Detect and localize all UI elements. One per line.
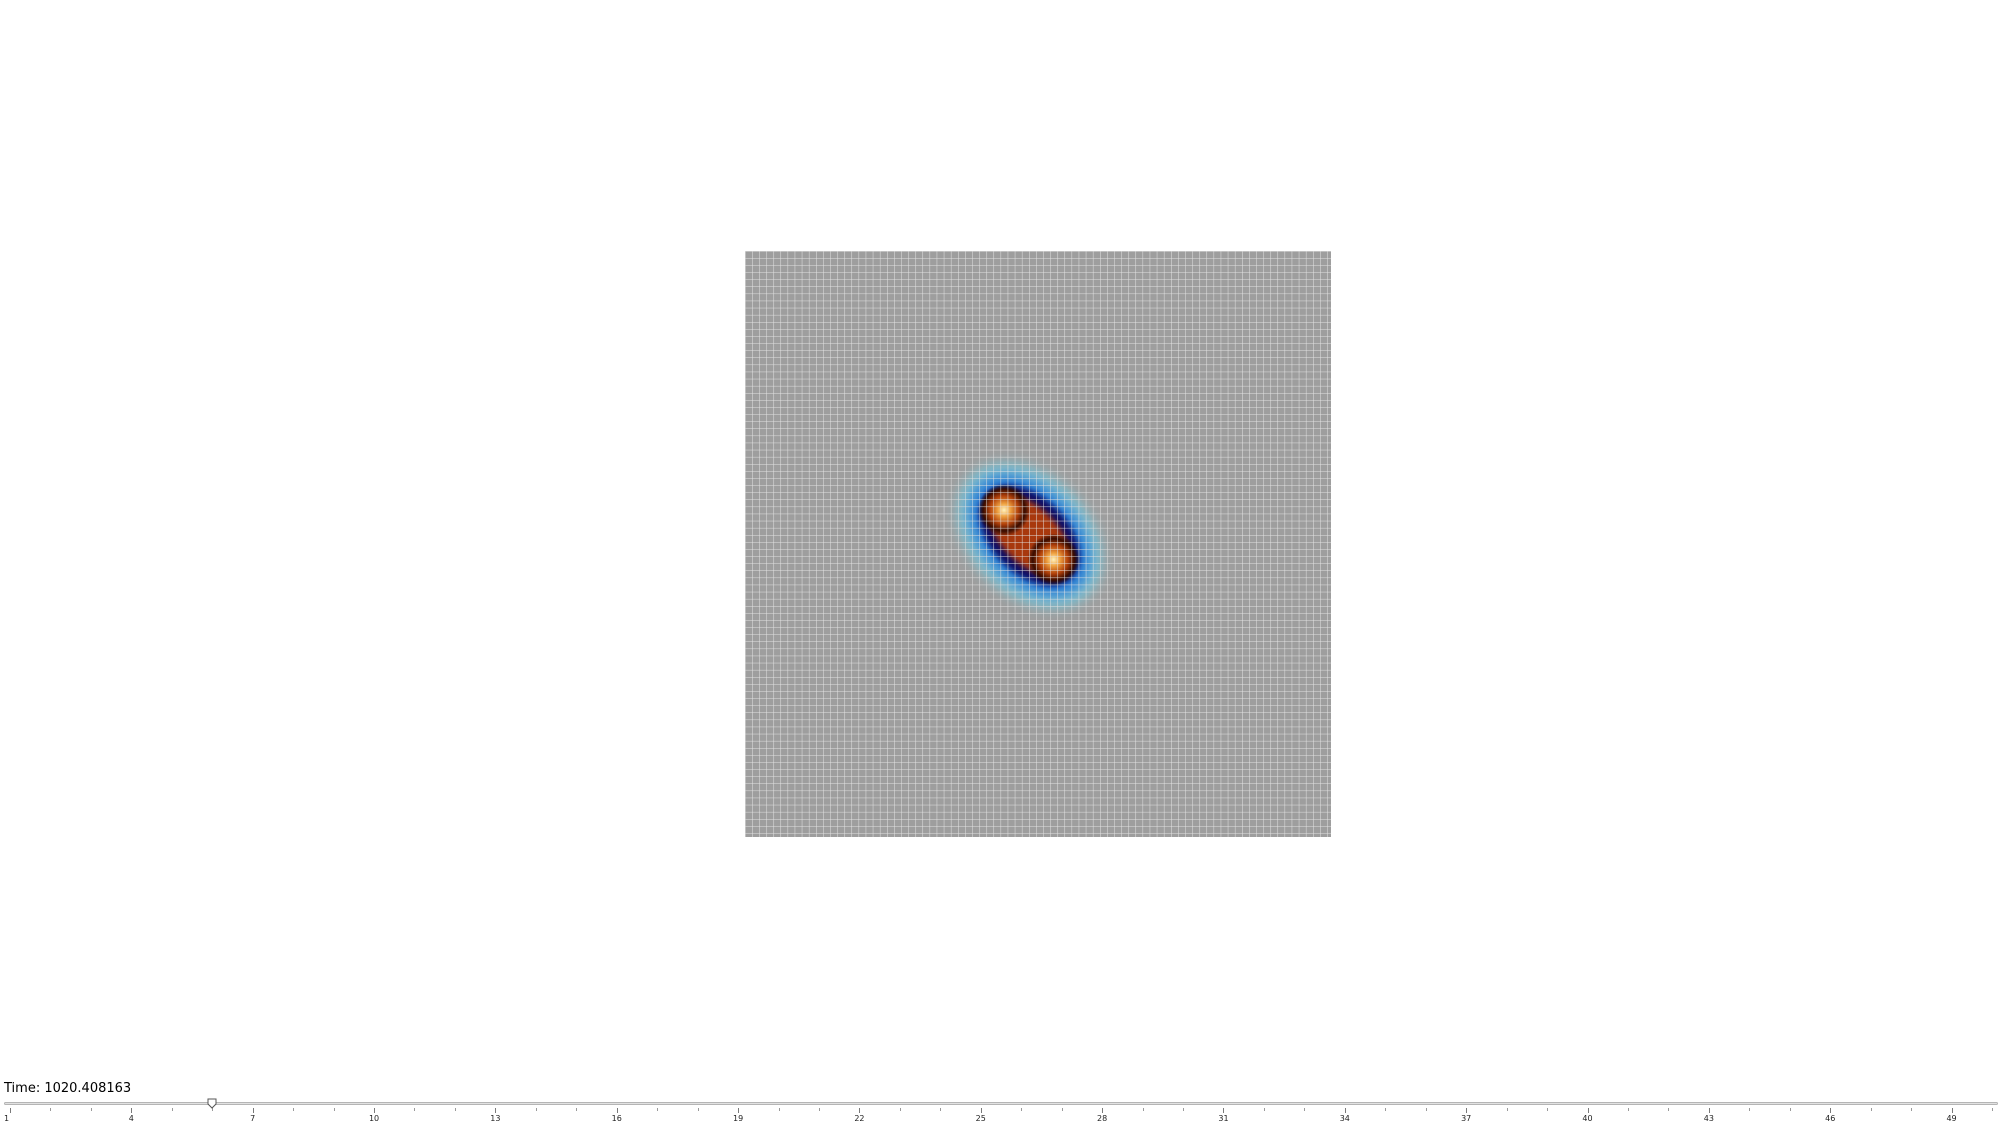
- slider-tick: [657, 1108, 659, 1111]
- slider-tick: [1627, 1108, 1629, 1111]
- slider-tick-label: 4: [128, 1114, 134, 1123]
- slider-tick-labels: 1 4 7 10 13 16 19 22 25 28 31 34 37 40 43 46 49: [4, 1114, 1998, 1125]
- slider-tick-label: 37: [1461, 1114, 1472, 1123]
- slider-tick: [333, 1108, 335, 1111]
- slider-tick-label: 40: [1582, 1114, 1593, 1123]
- slider-tick-label: 7: [250, 1114, 256, 1123]
- slider-tick: [1102, 1108, 1104, 1113]
- slider-tick: [1951, 1108, 1953, 1113]
- slider-tick: [212, 1108, 214, 1111]
- slider-tick-label: 10: [368, 1114, 380, 1123]
- slider-tick: [738, 1108, 740, 1113]
- slider-tick: [10, 1108, 11, 1113]
- slider-tick: [1708, 1108, 1710, 1113]
- slider-tick: [1506, 1108, 1508, 1111]
- slider-tick: [1223, 1108, 1225, 1113]
- slider-tick: [454, 1108, 456, 1111]
- slider-tick-label: 31: [1218, 1114, 1229, 1123]
- slider-tick: [980, 1108, 982, 1113]
- slider-tick: [1668, 1108, 1670, 1111]
- slider-tick: [697, 1108, 699, 1111]
- slider-tick: [1385, 1108, 1387, 1111]
- slider-tick-label: 46: [1825, 1114, 1836, 1123]
- slider-tick: [131, 1108, 133, 1113]
- grid-lines: [745, 251, 1331, 837]
- slider-tick: [859, 1108, 861, 1113]
- slider-tick: [616, 1108, 618, 1113]
- slider-tick-label: 22: [854, 1114, 865, 1123]
- slider-tick-label: 34: [1339, 1114, 1350, 1123]
- slider-tick: [1830, 1108, 1832, 1113]
- slider-tick: [374, 1108, 376, 1113]
- slider-tick: [535, 1108, 537, 1111]
- slider-tick: [50, 1108, 52, 1111]
- slider-tick: [899, 1108, 901, 1111]
- time-slider[interactable]: 1 4 7 10 13 16 19 22 25 28 31 34 37 40 43 46 49: [4, 1098, 1998, 1125]
- slider-tick: [90, 1108, 92, 1111]
- slider-tick: [1425, 1108, 1427, 1111]
- slider-tick: [1304, 1108, 1306, 1111]
- slider-tick: [778, 1108, 780, 1111]
- slider-tick: [1142, 1108, 1144, 1111]
- slider-tick: [1263, 1108, 1265, 1111]
- slider-tick: [1021, 1108, 1023, 1111]
- slider-tick-label: 19: [732, 1114, 744, 1123]
- slider-tick: [1183, 1108, 1185, 1111]
- slider-tick: [1992, 1108, 1993, 1111]
- slider-tick-label: 28: [1097, 1114, 1108, 1123]
- time-value: 1020.408163: [44, 1081, 132, 1096]
- slider-tick: [1344, 1108, 1346, 1113]
- grid-canvas: [745, 251, 1331, 837]
- slider-tick-label: 1: [4, 1114, 10, 1123]
- slider-tick: [1466, 1108, 1468, 1113]
- slider-tick: [1870, 1108, 1872, 1111]
- slider-ticks: [4, 1108, 1998, 1114]
- slider-tick: [252, 1108, 254, 1113]
- slider-handle[interactable]: [207, 1098, 217, 1109]
- slider-tick-label: 49: [1946, 1114, 1957, 1123]
- slider-tick-label: 16: [611, 1114, 622, 1123]
- slider-tick: [818, 1108, 820, 1111]
- slider-tick: [576, 1108, 578, 1111]
- slider-tick: [1749, 1108, 1751, 1111]
- slider-tick-label: 25: [975, 1114, 986, 1123]
- slider-tick: [1911, 1108, 1913, 1111]
- time-readout: Time: 1020.408163: [4, 1081, 131, 1097]
- slider-track[interactable]: [4, 1102, 1998, 1105]
- slider-tick: [940, 1108, 942, 1111]
- slider-tick: [414, 1108, 416, 1111]
- slider-tick: [293, 1108, 295, 1111]
- slider-tick-label: 43: [1703, 1114, 1714, 1123]
- slider-tick: [495, 1108, 497, 1113]
- slider-tick: [1587, 1108, 1589, 1113]
- time-prefix: Time:: [4, 1081, 45, 1096]
- slider-tick: [171, 1108, 173, 1111]
- slider-tick: [1789, 1108, 1791, 1111]
- slider-tick-label: 13: [490, 1114, 501, 1123]
- simulation-grid-view[interactable]: [745, 251, 1331, 837]
- slider-tick: [1061, 1108, 1063, 1111]
- slider-tick: [1547, 1108, 1549, 1111]
